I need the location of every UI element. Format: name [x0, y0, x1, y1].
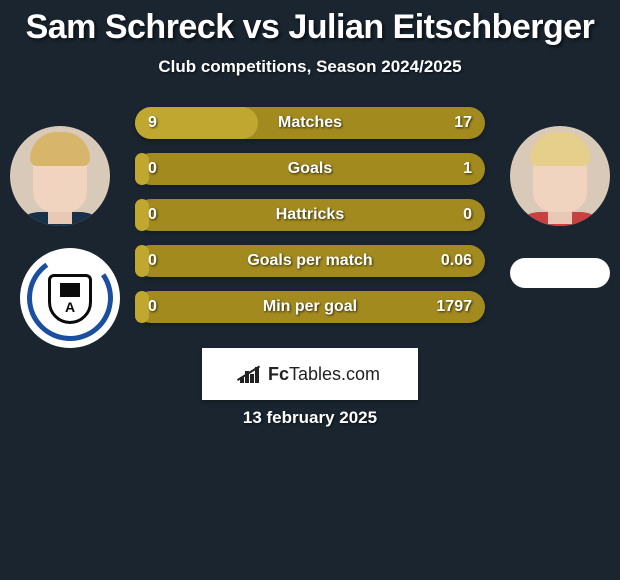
fctables-logo[interactable]: FcTables.com — [202, 348, 418, 400]
date-text: 13 february 2025 — [0, 408, 620, 428]
stat-row: Matches9 17 — [0, 107, 620, 153]
stat-label: Hattricks — [135, 199, 485, 231]
stat-value-left: 0 — [148, 153, 157, 185]
stat-pill: Matches — [135, 107, 485, 139]
stats-rows: Matches917Goals01Hattricks00Goals per ma… — [0, 107, 620, 337]
stat-row: Goals0 1 — [0, 153, 620, 199]
stat-pill: Goals per match — [135, 245, 485, 277]
logo-text: FcTables.com — [268, 364, 380, 385]
stat-label: Min per goal — [135, 291, 485, 323]
stat-pill: Min per goal — [135, 291, 485, 323]
stat-row: Hattricks0 0 — [0, 199, 620, 245]
stat-row: Min per goal0 1797 — [0, 291, 620, 337]
stat-value-right: 0 — [463, 199, 472, 231]
stat-value-right: 1797 — [436, 291, 472, 323]
subtitle: Club competitions, Season 2024/2025 — [0, 57, 620, 77]
stat-value-left: 0 — [148, 291, 157, 323]
page-title: Sam Schreck vs Julian Eitschberger — [0, 8, 620, 47]
stat-value-left: 9 — [148, 107, 157, 139]
stat-label: Goals per match — [135, 245, 485, 277]
stat-value-left: 0 — [148, 199, 157, 231]
stat-row: Goals per match0 0.06 — [0, 245, 620, 291]
stat-pill: Goals — [135, 153, 485, 185]
chart-icon — [240, 365, 262, 383]
stat-label: Goals — [135, 153, 485, 185]
comparison-card: Sam Schreck vs Julian Eitschberger Club … — [0, 0, 620, 580]
stat-label: Matches — [135, 107, 485, 139]
stat-pill: Hattricks — [135, 199, 485, 231]
stat-value-right: 0.06 — [441, 245, 472, 277]
stat-value-right: 17 — [454, 107, 472, 139]
stat-value-right: 1 — [463, 153, 472, 185]
stat-value-left: 0 — [148, 245, 157, 277]
